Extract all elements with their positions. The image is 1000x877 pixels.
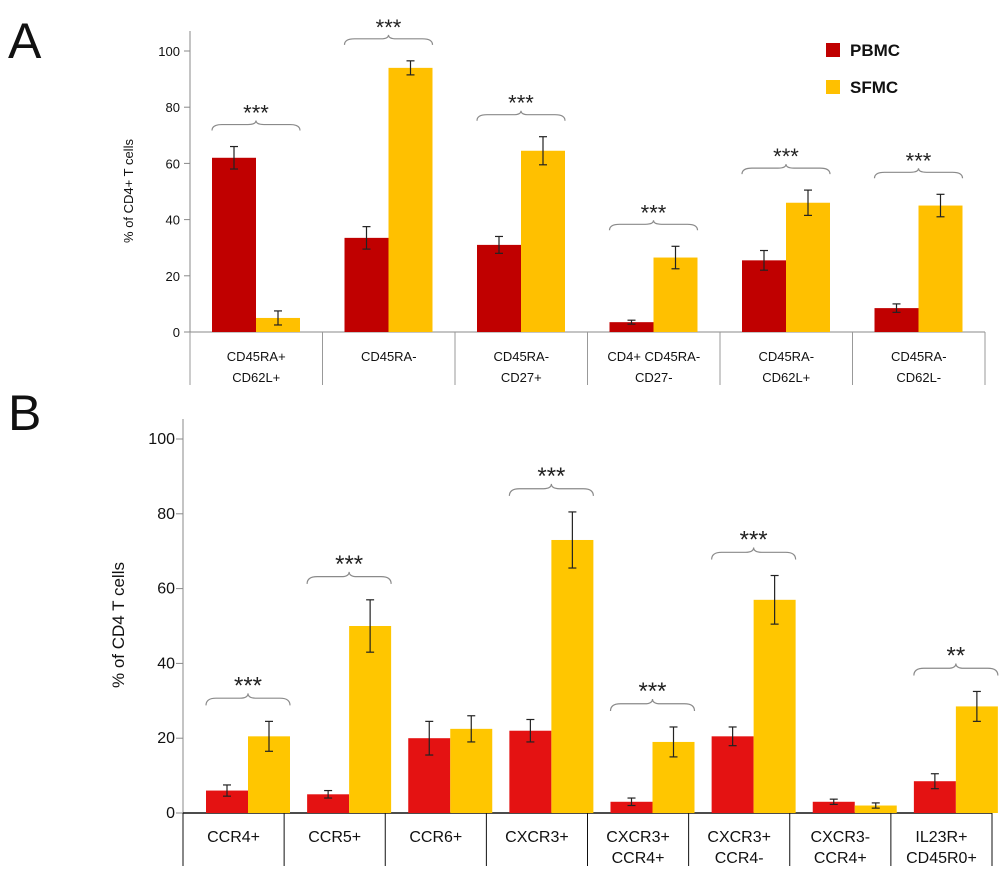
significance-label: *** xyxy=(376,15,402,40)
significance-brace xyxy=(211,120,301,131)
significance-brace xyxy=(913,663,999,676)
significance-label: *** xyxy=(773,144,799,169)
legend-label: SFMC xyxy=(850,78,898,97)
significance-label: *** xyxy=(906,148,932,173)
bar-sfmc xyxy=(753,599,796,813)
bar-sfmc xyxy=(551,539,594,813)
bar-pbmc xyxy=(307,794,350,813)
category-label: CXCR3+ xyxy=(505,829,569,846)
y-tick-label: 40 xyxy=(166,213,180,228)
significance-brace xyxy=(711,547,797,560)
legend-swatch-sfmc xyxy=(826,80,840,94)
significance-brace xyxy=(741,164,831,175)
y-tick-label: 60 xyxy=(166,156,180,171)
panel-b: B 0 20 40 60 80 100 % of CD4 T cells CCR4+ CCR5+ C… xyxy=(8,385,999,867)
bar-pbmc xyxy=(212,157,256,332)
significance-label: *** xyxy=(740,527,768,554)
significance-brace xyxy=(609,698,696,712)
significance-brace xyxy=(608,220,699,231)
bar-sfmc xyxy=(521,150,565,332)
y-tick-label: 0 xyxy=(166,805,175,822)
category-label: IL23R+ xyxy=(915,829,967,846)
bar-pbmc xyxy=(609,322,654,332)
y-tick-label: 100 xyxy=(158,44,180,59)
y-tick-label: 40 xyxy=(157,655,175,672)
bar-sfmc xyxy=(854,805,897,813)
legend-label: PBMC xyxy=(850,41,900,60)
category-label: CD45RA- xyxy=(361,349,417,364)
legend: PBMC SFMC xyxy=(826,41,900,97)
category-label: CD45RA- xyxy=(493,349,549,364)
category-label: CD45RA- xyxy=(891,349,947,364)
bar-pbmc xyxy=(344,237,389,332)
bar-pbmc xyxy=(742,260,786,332)
bar-pbmc xyxy=(509,730,552,813)
category-label: CD62L+ xyxy=(762,370,810,385)
bar-sfmc xyxy=(955,706,998,813)
bar-sfmc xyxy=(918,205,963,332)
category-label: CCR6+ xyxy=(409,829,462,846)
significance-brace xyxy=(306,571,392,584)
category-label: CXCR3- xyxy=(811,829,871,846)
category-label: CD27- xyxy=(635,370,673,385)
category-label: CXCR3+ xyxy=(707,829,771,846)
bar-pbmc xyxy=(874,308,919,332)
category-label: CD45RA- xyxy=(758,349,814,364)
bar-pbmc xyxy=(711,736,754,813)
category-label: CD45R0+ xyxy=(906,850,977,867)
category-label: CCR4+ xyxy=(814,850,867,867)
category-label: CD62L- xyxy=(896,370,941,385)
significance-label: *** xyxy=(641,200,667,225)
category-label: CCR5+ xyxy=(308,829,361,846)
category-label: CCR4- xyxy=(715,850,764,867)
significance-label: *** xyxy=(508,91,534,116)
significance-label: *** xyxy=(335,551,363,578)
legend-swatch-pbmc xyxy=(826,43,840,57)
bar-pbmc xyxy=(610,801,653,813)
bar-sfmc xyxy=(349,626,392,813)
category-label: CCR4+ xyxy=(207,829,260,846)
bar-sfmc xyxy=(388,67,433,333)
y-axis-label: % of CD4+ T cells xyxy=(121,139,136,243)
significance-label: *** xyxy=(234,672,262,699)
significance-label: *** xyxy=(537,463,565,490)
y-tick-label: 80 xyxy=(166,100,180,115)
bar-pbmc xyxy=(812,801,855,813)
significance-label: *** xyxy=(243,101,269,126)
significance-brace xyxy=(205,693,291,706)
y-tick-label: 80 xyxy=(157,506,175,523)
category-label: CXCR3+ xyxy=(606,829,670,846)
significance-label: *** xyxy=(638,678,666,705)
significance-brace xyxy=(508,483,594,496)
bar-pbmc xyxy=(206,790,248,813)
bar-sfmc xyxy=(786,202,830,332)
significance-brace xyxy=(343,34,434,45)
category-label: CD45RA+ xyxy=(227,349,286,364)
significance-brace xyxy=(873,168,964,179)
y-tick-label: 100 xyxy=(148,431,175,448)
bar-pbmc xyxy=(477,244,521,332)
y-tick-label: 60 xyxy=(157,581,175,598)
category-label: CD62L+ xyxy=(232,370,280,385)
y-tick-label: 20 xyxy=(157,730,175,747)
category-label: CD4+ CD45RA- xyxy=(607,349,700,364)
significance-brace xyxy=(476,110,566,121)
panel-a: A 0 20 40 60 80 100 % of CD4+ T cells CD45RA+ CD6… xyxy=(8,13,986,385)
bar-sfmc xyxy=(450,728,493,813)
category-label: CCR4+ xyxy=(612,850,665,867)
y-tick-label: 20 xyxy=(166,269,180,284)
panel-letter: B xyxy=(8,385,41,441)
y-tick-label: 0 xyxy=(173,325,180,340)
significance-label: ** xyxy=(947,642,966,669)
panel-letter: A xyxy=(8,13,42,69)
bar-sfmc xyxy=(653,257,698,332)
y-axis-label: % of CD4 T cells xyxy=(109,562,128,688)
category-label: CD27+ xyxy=(501,370,542,385)
